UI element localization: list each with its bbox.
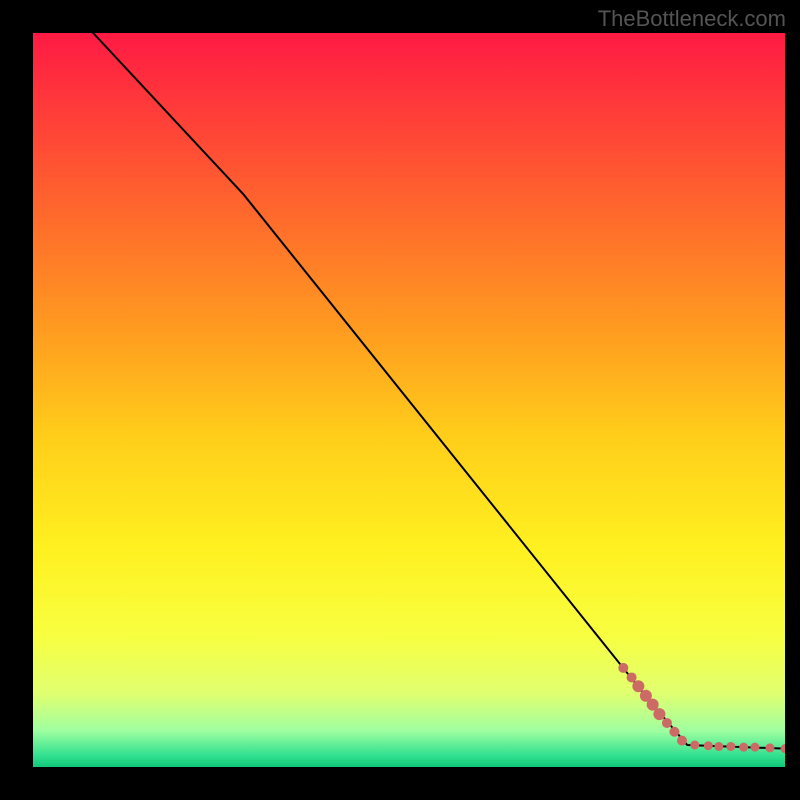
data-marker bbox=[765, 743, 774, 752]
data-marker bbox=[669, 727, 679, 737]
chart-container: TheBottleneck.com bbox=[0, 0, 800, 800]
data-marker bbox=[653, 708, 665, 720]
data-marker bbox=[726, 742, 735, 751]
data-marker bbox=[662, 718, 672, 728]
data-marker bbox=[739, 743, 748, 752]
data-marker bbox=[690, 740, 699, 749]
data-marker bbox=[618, 663, 628, 673]
data-marker bbox=[632, 680, 644, 692]
watermark-text: TheBottleneck.com bbox=[598, 6, 786, 32]
data-marker bbox=[704, 741, 713, 750]
plot-area bbox=[33, 33, 785, 767]
data-marker bbox=[714, 742, 723, 751]
data-marker bbox=[750, 743, 759, 752]
data-marker bbox=[627, 672, 637, 682]
data-marker bbox=[677, 736, 687, 746]
